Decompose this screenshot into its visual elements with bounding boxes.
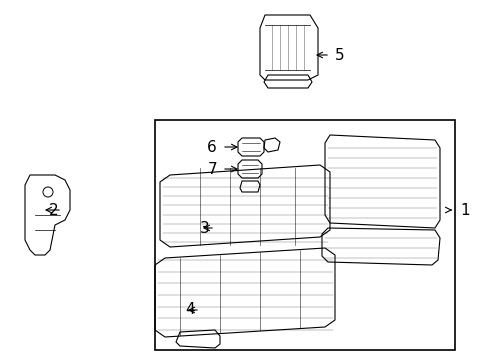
Bar	[155, 120, 454, 350]
Text: 3: 3	[200, 220, 209, 235]
Text: 7: 7	[207, 162, 217, 176]
Text: 4: 4	[185, 302, 195, 318]
Text: 5: 5	[334, 48, 344, 63]
Text: 2: 2	[48, 202, 58, 217]
Text: 6: 6	[207, 140, 217, 154]
Text: 1: 1	[459, 202, 468, 217]
